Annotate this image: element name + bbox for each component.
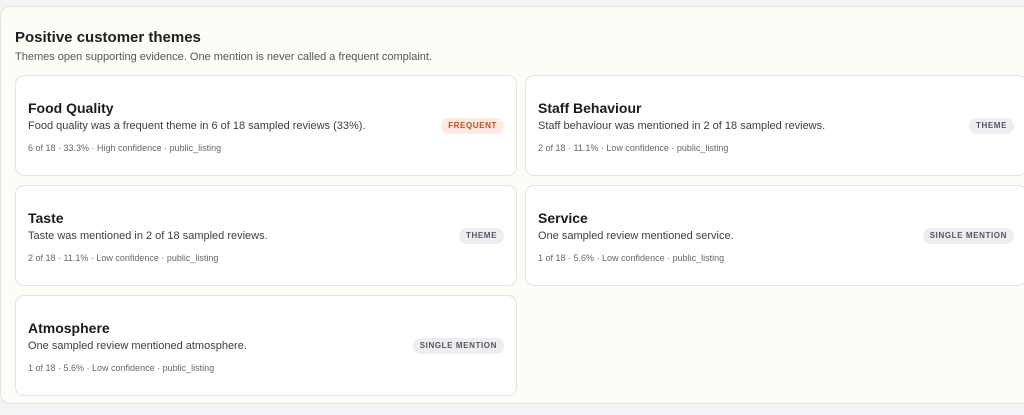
theme-meta: 1 of 18 · 5.6% · Low confidence · public… [538, 253, 725, 263]
theme-description: Taste was mentioned in 2 of 18 sampled r… [28, 230, 268, 242]
positive-themes-panel: Positive customer themes Themes open sup… [0, 6, 1024, 404]
theme-title: Food Quality [28, 100, 114, 116]
theme-title: Taste [28, 210, 64, 226]
single-mention-badge: SINGLE MENTION [922, 228, 1014, 244]
theme-meta: 1 of 18 · 5.6% · Low confidence · public… [28, 363, 215, 373]
theme-meta: 2 of 18 · 11.1% · Low confidence · publi… [538, 143, 729, 153]
theme-card-food-quality[interactable]: Food Quality Food quality was a frequent… [15, 75, 517, 176]
theme-title: Service [538, 210, 588, 226]
theme-description: Food quality was a frequent theme in 6 o… [28, 120, 366, 132]
theme-card-taste[interactable]: Taste Taste was mentioned in 2 of 18 sam… [15, 185, 517, 286]
theme-card-atmosphere[interactable]: Atmosphere One sampled review mentioned … [15, 295, 517, 396]
frequent-badge: FREQUENT [441, 118, 504, 134]
section-subtitle: Themes open supporting evidence. One men… [15, 51, 433, 63]
theme-description: Staff behaviour was mentioned in 2 of 18… [538, 120, 826, 132]
theme-title: Staff Behaviour [538, 100, 642, 116]
theme-badge: THEME [459, 228, 504, 244]
theme-meta: 6 of 18 · 33.3% · High confidence · publ… [28, 143, 222, 153]
theme-meta: 2 of 18 · 11.1% · Low confidence · publi… [28, 253, 219, 263]
theme-card-staff-behaviour[interactable]: Staff Behaviour Staff behaviour was ment… [525, 75, 1024, 176]
theme-description: One sampled review mentioned service. [538, 230, 734, 242]
theme-title: Atmosphere [28, 320, 110, 336]
section-title: Positive customer themes [15, 29, 201, 46]
theme-card-service[interactable]: Service One sampled review mentioned ser… [525, 185, 1024, 286]
theme-description: One sampled review mentioned atmosphere. [28, 340, 247, 352]
theme-badge: THEME [969, 118, 1014, 134]
single-mention-badge: SINGLE MENTION [412, 338, 504, 354]
